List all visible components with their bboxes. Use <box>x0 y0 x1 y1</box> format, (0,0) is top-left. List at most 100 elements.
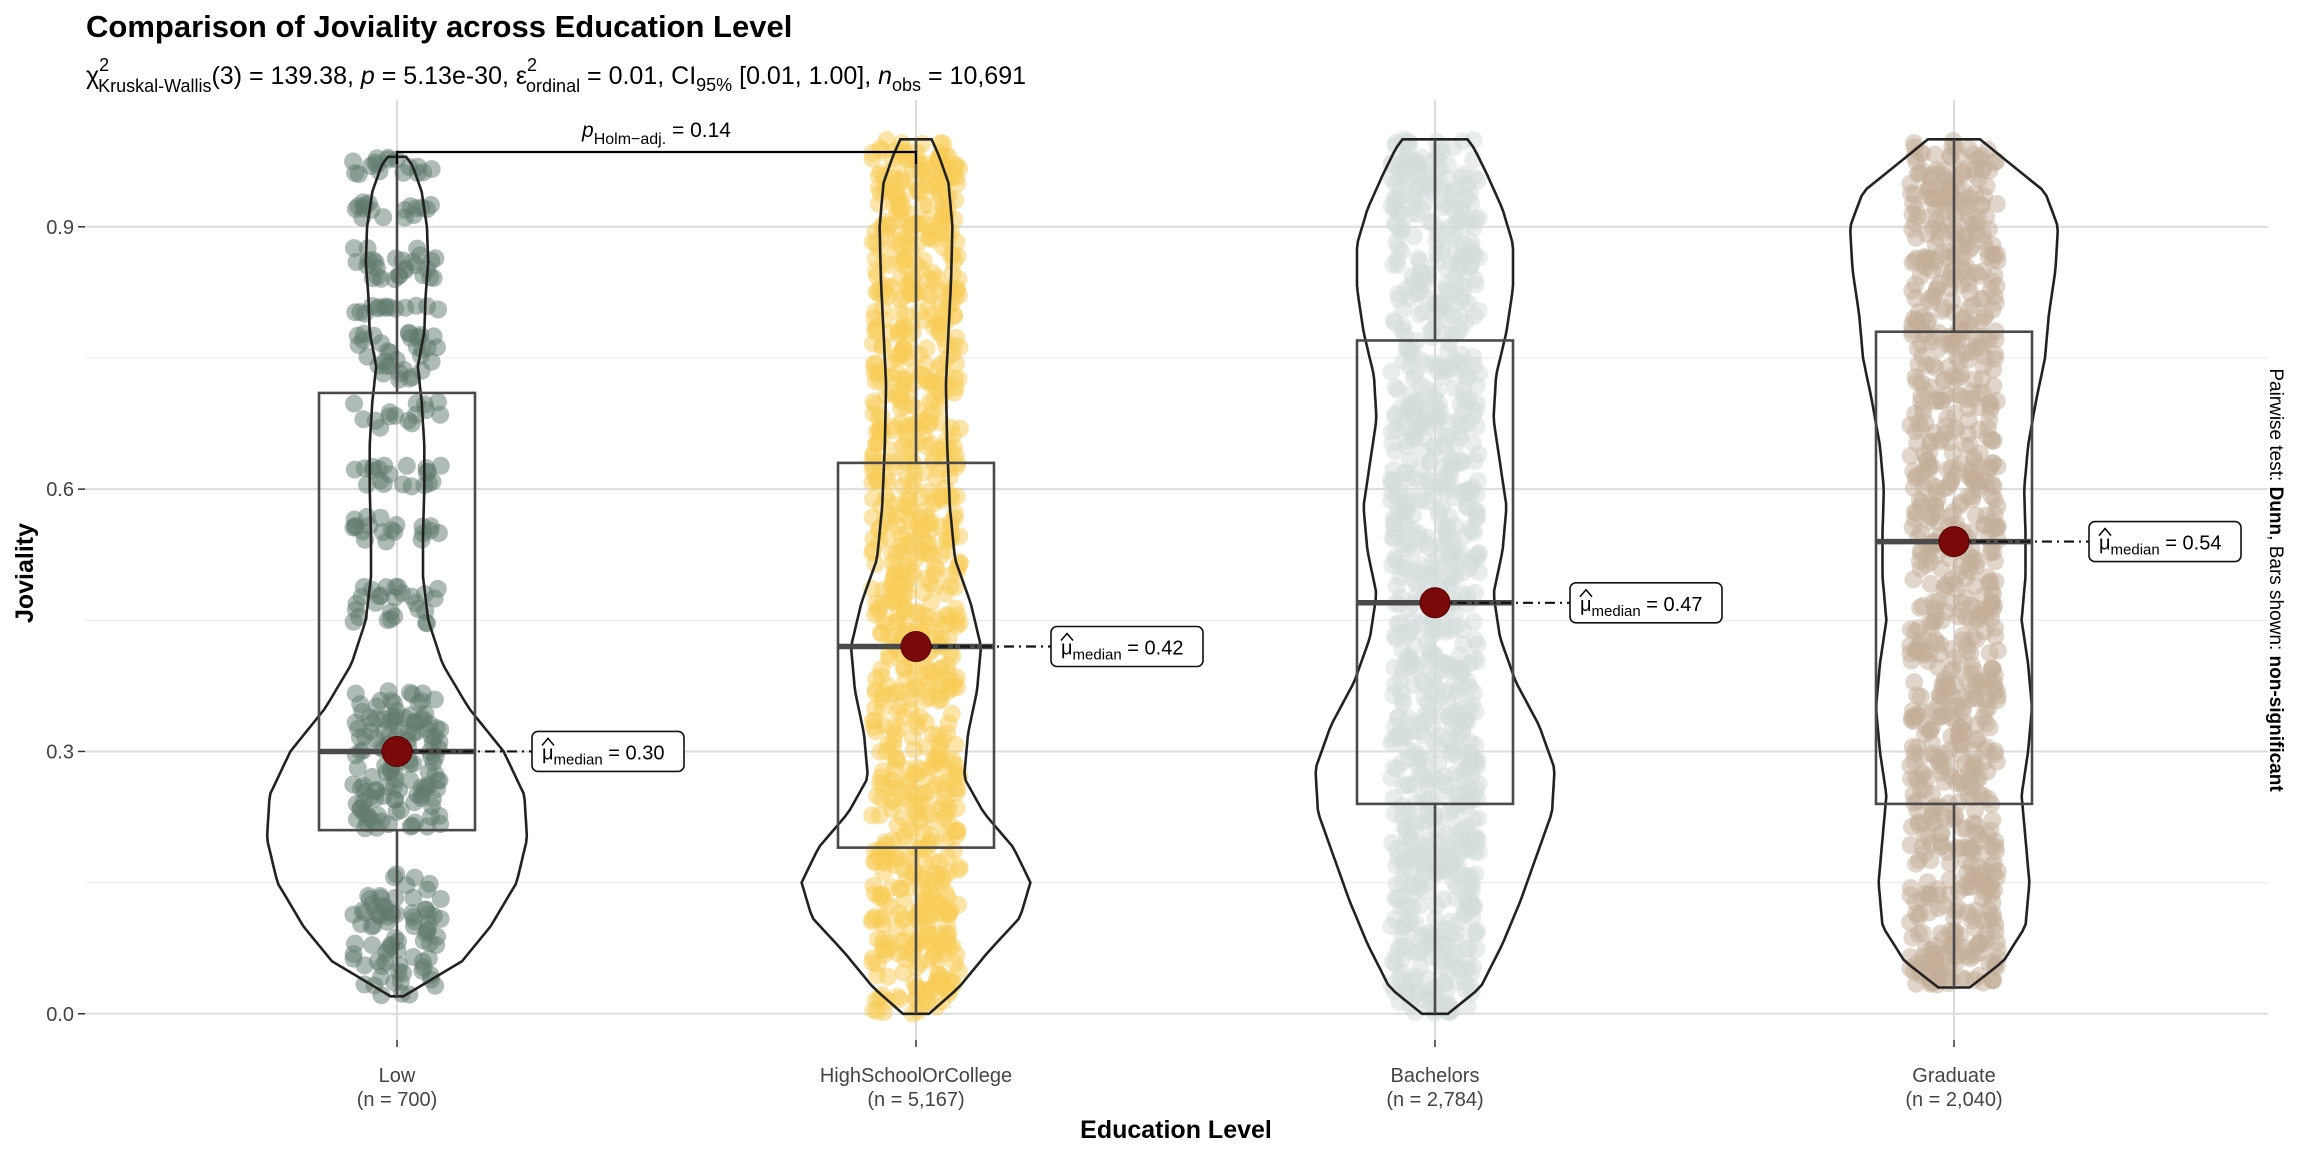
data-point <box>917 569 936 588</box>
data-point <box>1986 954 2005 973</box>
data-point <box>1441 560 1460 579</box>
data-point <box>1978 419 1997 438</box>
data-point <box>1969 604 1988 623</box>
data-point <box>1913 890 1932 909</box>
data-point <box>1409 249 1428 268</box>
data-point <box>1399 137 1418 156</box>
data-point <box>1904 570 1923 589</box>
data-point <box>1921 574 1940 593</box>
data-point <box>1389 239 1408 258</box>
data-point <box>897 151 916 170</box>
data-point <box>1459 491 1478 510</box>
data-point <box>352 779 370 798</box>
y-tick-label: 0.6 <box>46 479 74 501</box>
data-point <box>1387 577 1406 596</box>
data-point <box>1391 558 1410 576</box>
data-point <box>888 516 907 535</box>
data-point <box>390 956 409 975</box>
data-point <box>431 456 450 475</box>
data-point <box>1439 729 1458 748</box>
median-label: μmedian = 0.30 <box>531 730 685 773</box>
data-point <box>1438 413 1457 431</box>
data-point <box>1383 833 1402 852</box>
data-point <box>1924 355 1943 374</box>
data-point <box>946 446 965 464</box>
data-point <box>1901 446 1920 465</box>
data-point <box>1463 434 1482 452</box>
data-point <box>363 812 382 831</box>
data-point <box>1464 810 1483 829</box>
x-tick-label: Low <box>379 1065 416 1087</box>
data-point <box>1398 437 1417 456</box>
data-point <box>872 789 891 808</box>
data-point <box>409 600 428 618</box>
data-point <box>1969 458 1988 477</box>
data-point <box>1903 205 1922 223</box>
data-point <box>1426 563 1444 582</box>
data-point <box>416 923 435 942</box>
data-point <box>929 359 948 378</box>
data-point <box>406 813 424 832</box>
data-point <box>1955 261 1974 280</box>
data-point <box>430 806 449 825</box>
data-point <box>405 868 424 887</box>
data-point <box>1428 679 1447 698</box>
data-point <box>1400 289 1419 308</box>
data-point <box>1387 875 1406 894</box>
data-point <box>1968 551 1986 570</box>
data-point <box>929 149 948 168</box>
data-point <box>402 477 421 496</box>
hat-icon <box>1060 632 1074 642</box>
data-point <box>938 916 957 935</box>
data-point <box>923 403 942 422</box>
data-point <box>391 972 410 991</box>
data-point <box>418 297 436 316</box>
data-point <box>925 976 944 995</box>
data-point <box>1427 896 1446 915</box>
data-point <box>373 957 392 976</box>
data-point <box>1468 171 1487 190</box>
data-point <box>1959 411 1978 430</box>
data-point <box>921 593 940 612</box>
data-point <box>893 911 912 929</box>
data-point <box>1467 924 1486 943</box>
data-point <box>1412 564 1431 583</box>
data-point <box>941 901 960 920</box>
data-point <box>918 372 937 391</box>
data-point <box>1907 372 1926 391</box>
x-tick-count: (n = 2,040) <box>1905 1089 2002 1111</box>
data-point <box>1903 220 1922 239</box>
violin-outline <box>800 138 1032 1016</box>
median-labels: μmedian = 0.30 μmedian = 0.42 μmedian = 0.… <box>381 520 2242 773</box>
data-point <box>1430 506 1448 525</box>
data-point <box>1428 740 1447 759</box>
data-point <box>940 566 959 585</box>
data-point <box>887 751 906 770</box>
data-point <box>927 776 946 794</box>
data-point <box>1421 928 1440 947</box>
data-point <box>363 936 382 955</box>
x-tick-label: Graduate <box>1912 1065 1995 1087</box>
data-point <box>1451 275 1470 294</box>
data-point <box>1906 275 1925 294</box>
data-point <box>1464 131 1483 149</box>
data-point <box>892 206 911 224</box>
data-point <box>1453 620 1472 639</box>
data-point <box>927 469 946 488</box>
data-point <box>355 975 374 994</box>
data-point <box>1385 313 1404 332</box>
data-point <box>1972 671 1991 690</box>
data-point <box>947 668 966 687</box>
data-point <box>924 230 942 249</box>
data-point <box>351 695 370 714</box>
data-point <box>897 417 916 436</box>
data-point <box>1423 620 1442 639</box>
data-point <box>1918 873 1937 892</box>
data-point <box>1450 253 1468 272</box>
data-point <box>1942 708 1961 727</box>
data-point <box>1389 381 1408 399</box>
data-point <box>421 196 440 214</box>
data-point <box>890 321 909 340</box>
data-point <box>1911 633 1930 652</box>
data-point <box>1459 997 1477 1016</box>
